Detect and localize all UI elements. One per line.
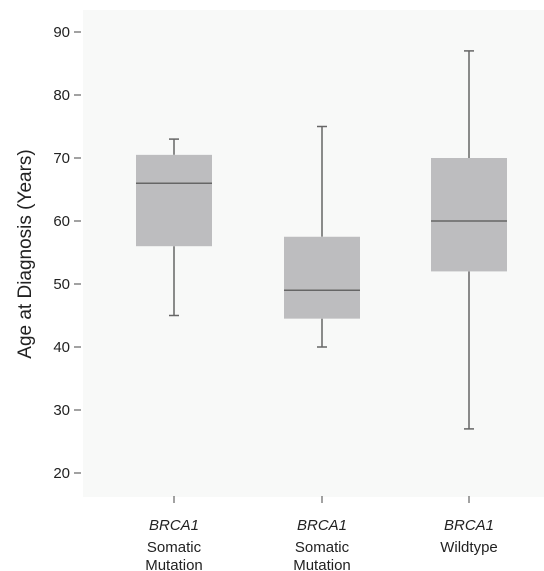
box-group xyxy=(431,50,507,430)
category-gene-label: BRCA1 xyxy=(444,517,494,534)
y-tick-label: 60 xyxy=(53,213,70,230)
iqr-box xyxy=(136,154,212,247)
boxes xyxy=(136,50,507,430)
category-label: Mutation xyxy=(293,557,351,571)
category-label: Wildtype xyxy=(440,539,498,556)
y-tick-label: 70 xyxy=(53,150,70,167)
category-gene-label: BRCA1 xyxy=(149,517,199,534)
y-tick-label: 50 xyxy=(53,276,70,293)
y-tick-label: 20 xyxy=(53,465,70,482)
box-group xyxy=(284,125,360,348)
y-tick-label: 90 xyxy=(53,24,70,41)
y-tick-label: 80 xyxy=(53,87,70,104)
category-label: Somatic xyxy=(147,539,202,556)
iqr-box xyxy=(431,158,507,272)
y-axis: 20 30 40 50 60 70 80 90 xyxy=(53,24,81,482)
iqr-box xyxy=(284,236,360,319)
y-tick-label: 30 xyxy=(53,402,70,419)
y-tick-label: 40 xyxy=(53,339,70,356)
y-axis-title: Age at Diagnosis (Years) xyxy=(15,149,36,358)
category-label: Somatic xyxy=(295,539,350,556)
x-axis: BRCA1SomaticMutationBRCA1SomaticMutation… xyxy=(145,496,498,571)
category-label: Mutation xyxy=(145,557,203,571)
category-gene-label: BRCA1 xyxy=(297,517,347,534)
box-group xyxy=(136,138,212,317)
